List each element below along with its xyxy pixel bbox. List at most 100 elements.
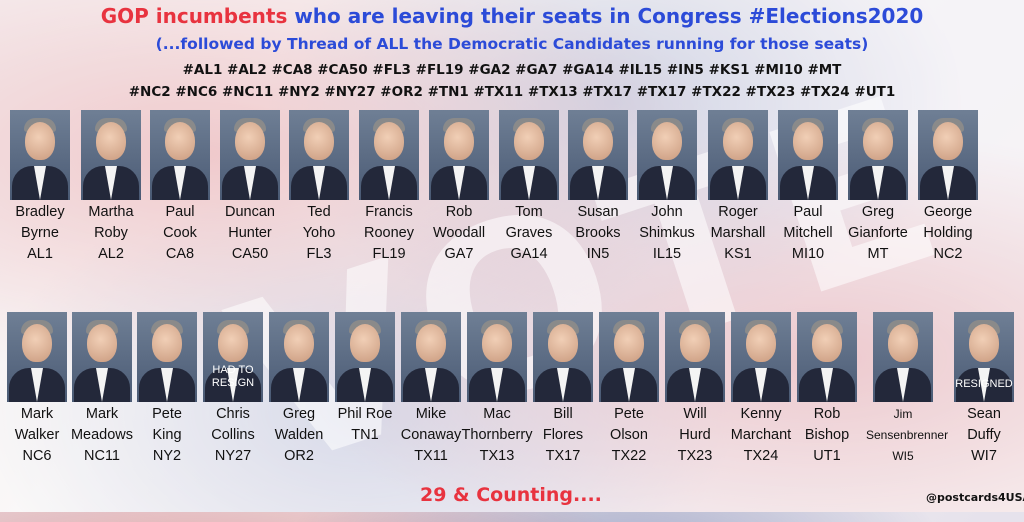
last-name: Walker [14, 427, 60, 443]
first-name: Mac [483, 406, 511, 422]
portrait-photo [269, 312, 329, 402]
last-name: Hurd [679, 427, 711, 443]
district-code: CA8 [165, 246, 195, 262]
title-blue-part: who are leaving their seats in Congress … [294, 4, 924, 28]
first-name: Bill [553, 406, 573, 422]
district-code: TX13 [479, 448, 515, 464]
last-name: Collins [211, 427, 255, 443]
portrait-face [888, 324, 918, 362]
district-code: NC11 [84, 448, 120, 464]
district-code: GA7 [444, 246, 474, 262]
district-code: TX22 [611, 448, 647, 464]
portrait-face [746, 324, 776, 362]
portrait-photo [637, 110, 697, 200]
portrait-card: Phil Roe TN1 [328, 312, 402, 446]
portrait-card: Mike Conaway TX11 [394, 312, 468, 467]
first-name: Mike [415, 406, 447, 422]
last-name: Cook [163, 225, 197, 241]
last-name: Meadows [70, 427, 134, 443]
first-name: Pete [614, 406, 644, 422]
portrait-card: Rob Bishop UT1 [790, 312, 864, 467]
first-name: Phil Roe [337, 406, 393, 422]
portrait-card: Kenny Marchant TX24 [724, 312, 798, 467]
footer-count: 29 & Counting.... [420, 484, 602, 506]
first-name: Roger [718, 204, 758, 220]
portrait-card: Mac Thornberry TX13 [460, 312, 534, 467]
portrait-face [87, 324, 117, 362]
portrait-photo [599, 312, 659, 402]
first-name: Martha [88, 204, 134, 220]
district-code: AL1 [27, 246, 53, 262]
first-name: Will [683, 406, 707, 422]
portrait-card: John Shimkus IL15 [630, 110, 704, 265]
district-code: NC6 [22, 448, 52, 464]
portrait-card: Greg Gianforte MT [841, 110, 915, 265]
hashtags-line-2: #NC2 #NC6 #NC11 #NY2 #NY27 #OR2 #TN1 #TX… [128, 84, 896, 100]
hashtags-line-1: #AL1 #AL2 #CA8 #CA50 #FL3 #FL19 #GA2 #GA… [182, 62, 842, 78]
portrait-photo [665, 312, 725, 402]
last-name: Thornberry [461, 427, 533, 443]
portrait-face [652, 122, 682, 160]
portrait-photo [401, 312, 461, 402]
portrait-face [284, 324, 314, 362]
district-code: OR2 [284, 448, 314, 464]
portrait-card: Tom Graves GA14 [492, 110, 566, 265]
portrait-face [723, 122, 753, 160]
portrait-face [22, 324, 52, 362]
district-code: NC2 [933, 246, 963, 262]
first-name: Kenny [740, 406, 782, 422]
district-code: UT1 [813, 448, 841, 464]
portrait-face [583, 122, 613, 160]
portrait-face [25, 122, 55, 160]
last-name: Sensenbrenner [866, 428, 949, 442]
portrait-photo [429, 110, 489, 200]
last-name: Holding [923, 225, 973, 241]
portrait-face [614, 324, 644, 362]
district-code: MT [867, 246, 889, 262]
portrait-photo [7, 312, 67, 402]
district-code: MI10 [791, 246, 825, 262]
portrait-photo [289, 110, 349, 200]
portrait-card: Greg Walden OR2 [262, 312, 336, 467]
portrait-card: Pete King NY2 [130, 312, 204, 467]
first-name: Susan [577, 204, 619, 220]
first-name: Greg [282, 406, 316, 422]
portrait-card: Paul Mitchell MI10 [771, 110, 845, 265]
portrait-card: Jim Sensenbrenner WI5 [866, 312, 949, 467]
portrait-face [350, 324, 380, 362]
portrait-face [374, 122, 404, 160]
district-code: AL2 [98, 246, 124, 262]
portrait-card: Ted Yoho FL3 [282, 110, 356, 265]
district-code: FL3 [306, 246, 332, 262]
first-name: Mark [20, 406, 54, 422]
portrait-face [304, 122, 334, 160]
last-name: Walden [274, 427, 324, 443]
first-name: Tom [515, 204, 543, 220]
last-name: Brooks [575, 225, 621, 241]
portrait-face [680, 324, 710, 362]
portrait-face [812, 324, 842, 362]
district-code: TX23 [677, 448, 713, 464]
last-name: Mitchell [783, 225, 833, 241]
portrait-photo [10, 110, 70, 200]
status-overlay: HAD TO RESIGN [211, 364, 255, 389]
portrait-card: Will Hurd TX23 [658, 312, 732, 467]
first-name: Rob [445, 204, 473, 220]
portrait-card: Francis Rooney FL19 [352, 110, 426, 265]
district-code: FL19 [372, 246, 406, 262]
portrait-face [235, 122, 265, 160]
first-name: Jim [893, 407, 913, 421]
portrait-photo [778, 110, 838, 200]
last-name: Byrne [21, 225, 59, 241]
first-name: Paul [793, 204, 823, 220]
portrait-card: George Holding NC2 [911, 110, 985, 265]
portrait-card: Susan Brooks IN5 [561, 110, 635, 265]
portrait-face [969, 324, 999, 362]
district-code: WI5 [892, 449, 914, 463]
first-name: Paul [165, 204, 195, 220]
last-name: Olson [610, 427, 648, 443]
last-name: Duffy [967, 427, 1001, 443]
district-code: TX11 [414, 448, 448, 464]
last-name: Rooney [364, 225, 414, 241]
